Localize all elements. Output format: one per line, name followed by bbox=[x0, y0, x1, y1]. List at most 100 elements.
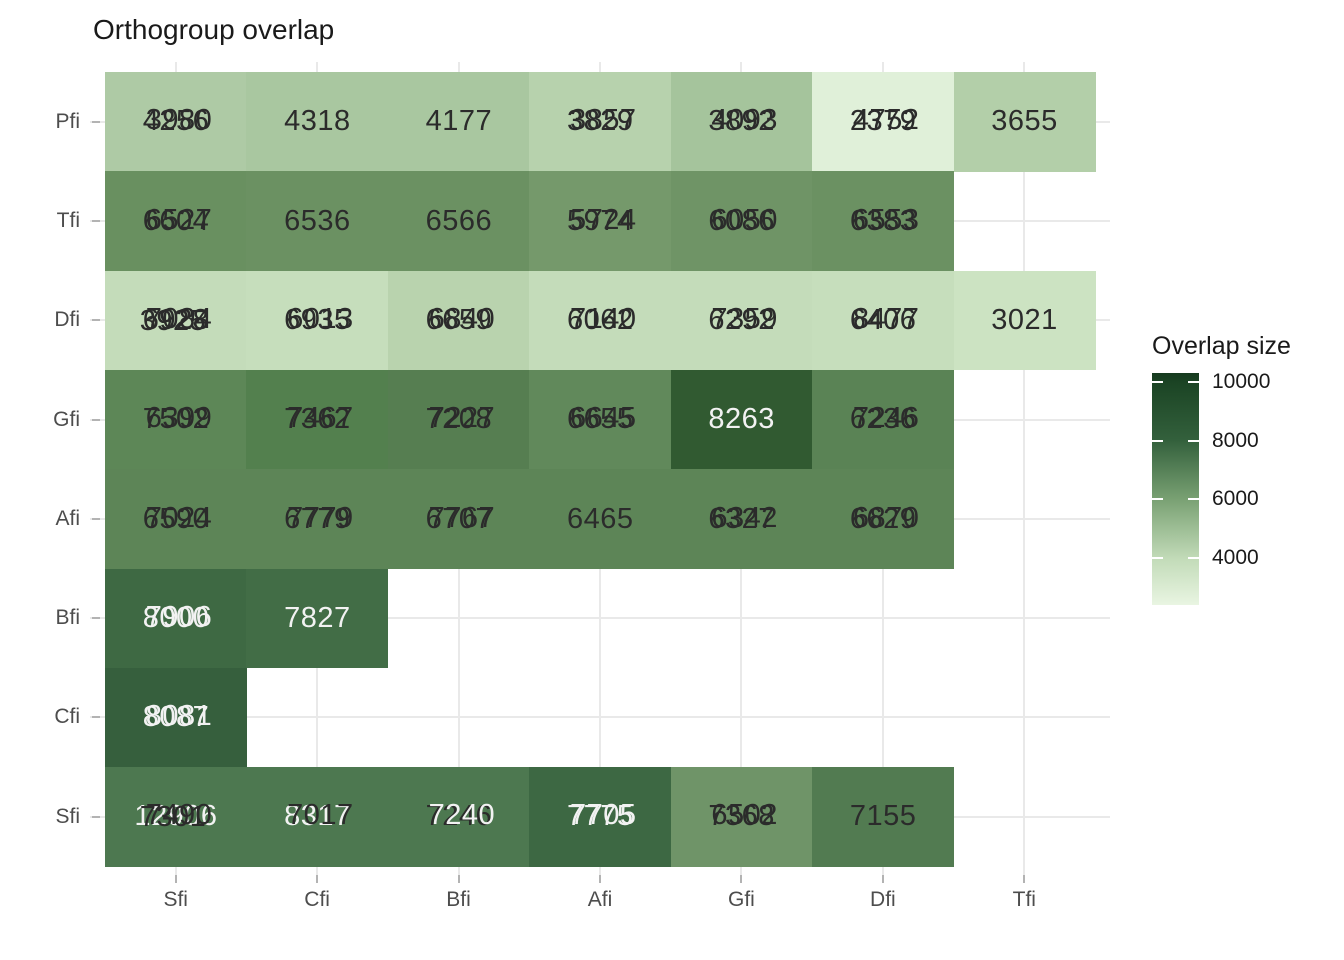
cell-value-label: 7705 bbox=[569, 799, 637, 832]
cell-value-label: 4318 bbox=[284, 105, 351, 138]
heatmap-cell: 5974 5724 bbox=[529, 171, 672, 272]
legend-tick-mark bbox=[1152, 557, 1163, 559]
cell-value-label: 7502 bbox=[142, 403, 210, 436]
cell-value-label: 6566 bbox=[425, 204, 493, 237]
x-axis-tick bbox=[1023, 875, 1026, 883]
cell-value-label: 2379 bbox=[849, 105, 917, 138]
cell-value-label: 7490 bbox=[145, 799, 213, 832]
heatmap-cell: 6292 7359 bbox=[670, 270, 813, 371]
cell-value-label: 6870 bbox=[852, 501, 920, 534]
cell-value-label: 7467 bbox=[287, 402, 354, 435]
cell-value-label: 4177 bbox=[425, 105, 493, 138]
h-gridline bbox=[90, 617, 1110, 620]
legend-tick-label: 4000 bbox=[1212, 546, 1259, 569]
x-axis-tick bbox=[174, 875, 177, 883]
cell-value-label: 6406 bbox=[849, 303, 917, 336]
cell-value-label: 6659 bbox=[425, 303, 493, 336]
heatmap-cell: 7368 6502 bbox=[670, 767, 813, 867]
heatmap-cell: 6604 6527 bbox=[105, 171, 247, 272]
y-axis-tick bbox=[92, 319, 100, 322]
heatmap-cell: 6062 7140 bbox=[529, 270, 672, 371]
heatmap-cell: 6327 6342 bbox=[670, 469, 813, 569]
cell-value-label: 3829 bbox=[566, 105, 634, 138]
cell-value-label: 12906 bbox=[134, 800, 218, 833]
cell-value-label: 3892 bbox=[708, 105, 775, 138]
heatmap-cell: 6928 7084 3925 bbox=[105, 270, 247, 371]
heatmap-cell: 6383 6553 bbox=[812, 171, 955, 272]
cell-value-label: 8477 bbox=[852, 302, 920, 335]
x-axis-label: Dfi bbox=[870, 888, 896, 911]
cell-value-label: 6383 bbox=[849, 204, 917, 237]
cell-value-label: 6292 bbox=[708, 303, 775, 336]
cell-value-label: 7140 bbox=[569, 302, 637, 335]
cell-value-label: 7775 bbox=[566, 800, 634, 833]
heatmap-cell: 6655 6645 bbox=[529, 369, 672, 470]
x-axis-tick bbox=[316, 875, 319, 883]
cell-value-label: 7246 bbox=[852, 402, 920, 435]
cell-value-label: 4752 bbox=[852, 104, 920, 137]
cell-value-label: 6779 bbox=[284, 502, 351, 535]
cell-value-label: 6399 bbox=[145, 402, 213, 435]
cell-value-label: 4093 bbox=[711, 104, 778, 137]
y-axis-tick bbox=[92, 219, 100, 222]
heatmap-cell: 7502 6399 bbox=[105, 369, 247, 470]
y-axis-label: Gfi bbox=[53, 407, 80, 431]
x-axis-tick bbox=[740, 875, 743, 883]
cell-value-label: 8263 bbox=[708, 403, 775, 436]
cell-value-label: 6928 bbox=[142, 303, 210, 336]
cell-value-label: 4256 bbox=[142, 105, 210, 138]
cell-value-label: 8000 bbox=[142, 601, 210, 634]
cell-value-label: 3980 bbox=[145, 104, 213, 137]
cell-value-label: 6062 bbox=[566, 303, 634, 336]
heatmap-cell: 8087 8081 bbox=[105, 667, 247, 768]
legend-tick-mark bbox=[1188, 380, 1199, 383]
heatmap-cell: 7362 7467 bbox=[246, 369, 389, 470]
cell-value-label: 6236 bbox=[849, 403, 917, 436]
h-gridline bbox=[90, 716, 1110, 719]
x-axis-label: Afi bbox=[587, 888, 613, 911]
cell-value-label: 7906 bbox=[145, 600, 213, 633]
cell-value-label: 8087 bbox=[142, 701, 210, 734]
heatmap-cell: 6465 bbox=[529, 469, 672, 569]
heatmap-cell: 8263 bbox=[670, 369, 813, 470]
legend-tick-label: 6000 bbox=[1212, 487, 1259, 511]
cell-value-label: 6327 bbox=[708, 502, 775, 535]
heatmap-cell: 6566 bbox=[387, 171, 530, 272]
cell-value-label: 7208 bbox=[425, 403, 493, 436]
heatmap-cell: 6659 6840 bbox=[387, 270, 530, 371]
x-axis-label: Sfi bbox=[163, 888, 188, 911]
cell-value-label: 6527 bbox=[145, 203, 213, 236]
heatmap-cell: 7208 7227 bbox=[387, 369, 530, 470]
legend-tick-mark bbox=[1152, 498, 1163, 501]
heatmap-cell: 4256 3980 bbox=[105, 72, 247, 172]
heatmap-cell: 6707 7767 bbox=[387, 469, 530, 569]
cell-value-label: 6645 bbox=[569, 402, 637, 435]
legend-tick-mark bbox=[1188, 498, 1199, 501]
x-axis-label: Cfi bbox=[304, 888, 330, 911]
legend-tick-mark bbox=[1152, 439, 1163, 442]
heatmap-cell: 6406 8477 bbox=[812, 270, 955, 371]
cell-value-label: 6629 bbox=[849, 502, 917, 535]
v-gridline bbox=[1023, 62, 1026, 875]
heatmap-cell: 3829 3857 bbox=[529, 72, 672, 172]
x-axis-tick bbox=[457, 875, 460, 883]
legend-tick-mark bbox=[1152, 380, 1163, 383]
y-axis-tick bbox=[92, 418, 100, 421]
cell-value-label: 6655 bbox=[566, 403, 634, 436]
y-axis-label: Afi bbox=[55, 506, 80, 530]
cell-value-label: 6050 bbox=[711, 203, 778, 236]
heatmap-cell: 6629 6870 bbox=[812, 469, 955, 569]
heatmap-cell: 6236 7246 bbox=[812, 369, 955, 470]
cell-value-label: 6342 bbox=[711, 501, 778, 534]
cell-value-label: 5974 bbox=[566, 204, 634, 237]
legend-tick-label: 8000 bbox=[1212, 428, 1259, 452]
y-axis-label: Tfi bbox=[56, 208, 80, 232]
cell-value-label: 3857 bbox=[569, 104, 637, 137]
y-axis-label: Dfi bbox=[54, 308, 80, 332]
cell-value-label: 7368 bbox=[708, 800, 775, 833]
heatmap-cell: 8000 7906 bbox=[105, 568, 247, 669]
x-axis-label: Gfi bbox=[728, 888, 755, 911]
y-axis-label: Cfi bbox=[54, 705, 80, 729]
cell-value-label: 6502 bbox=[711, 799, 778, 832]
